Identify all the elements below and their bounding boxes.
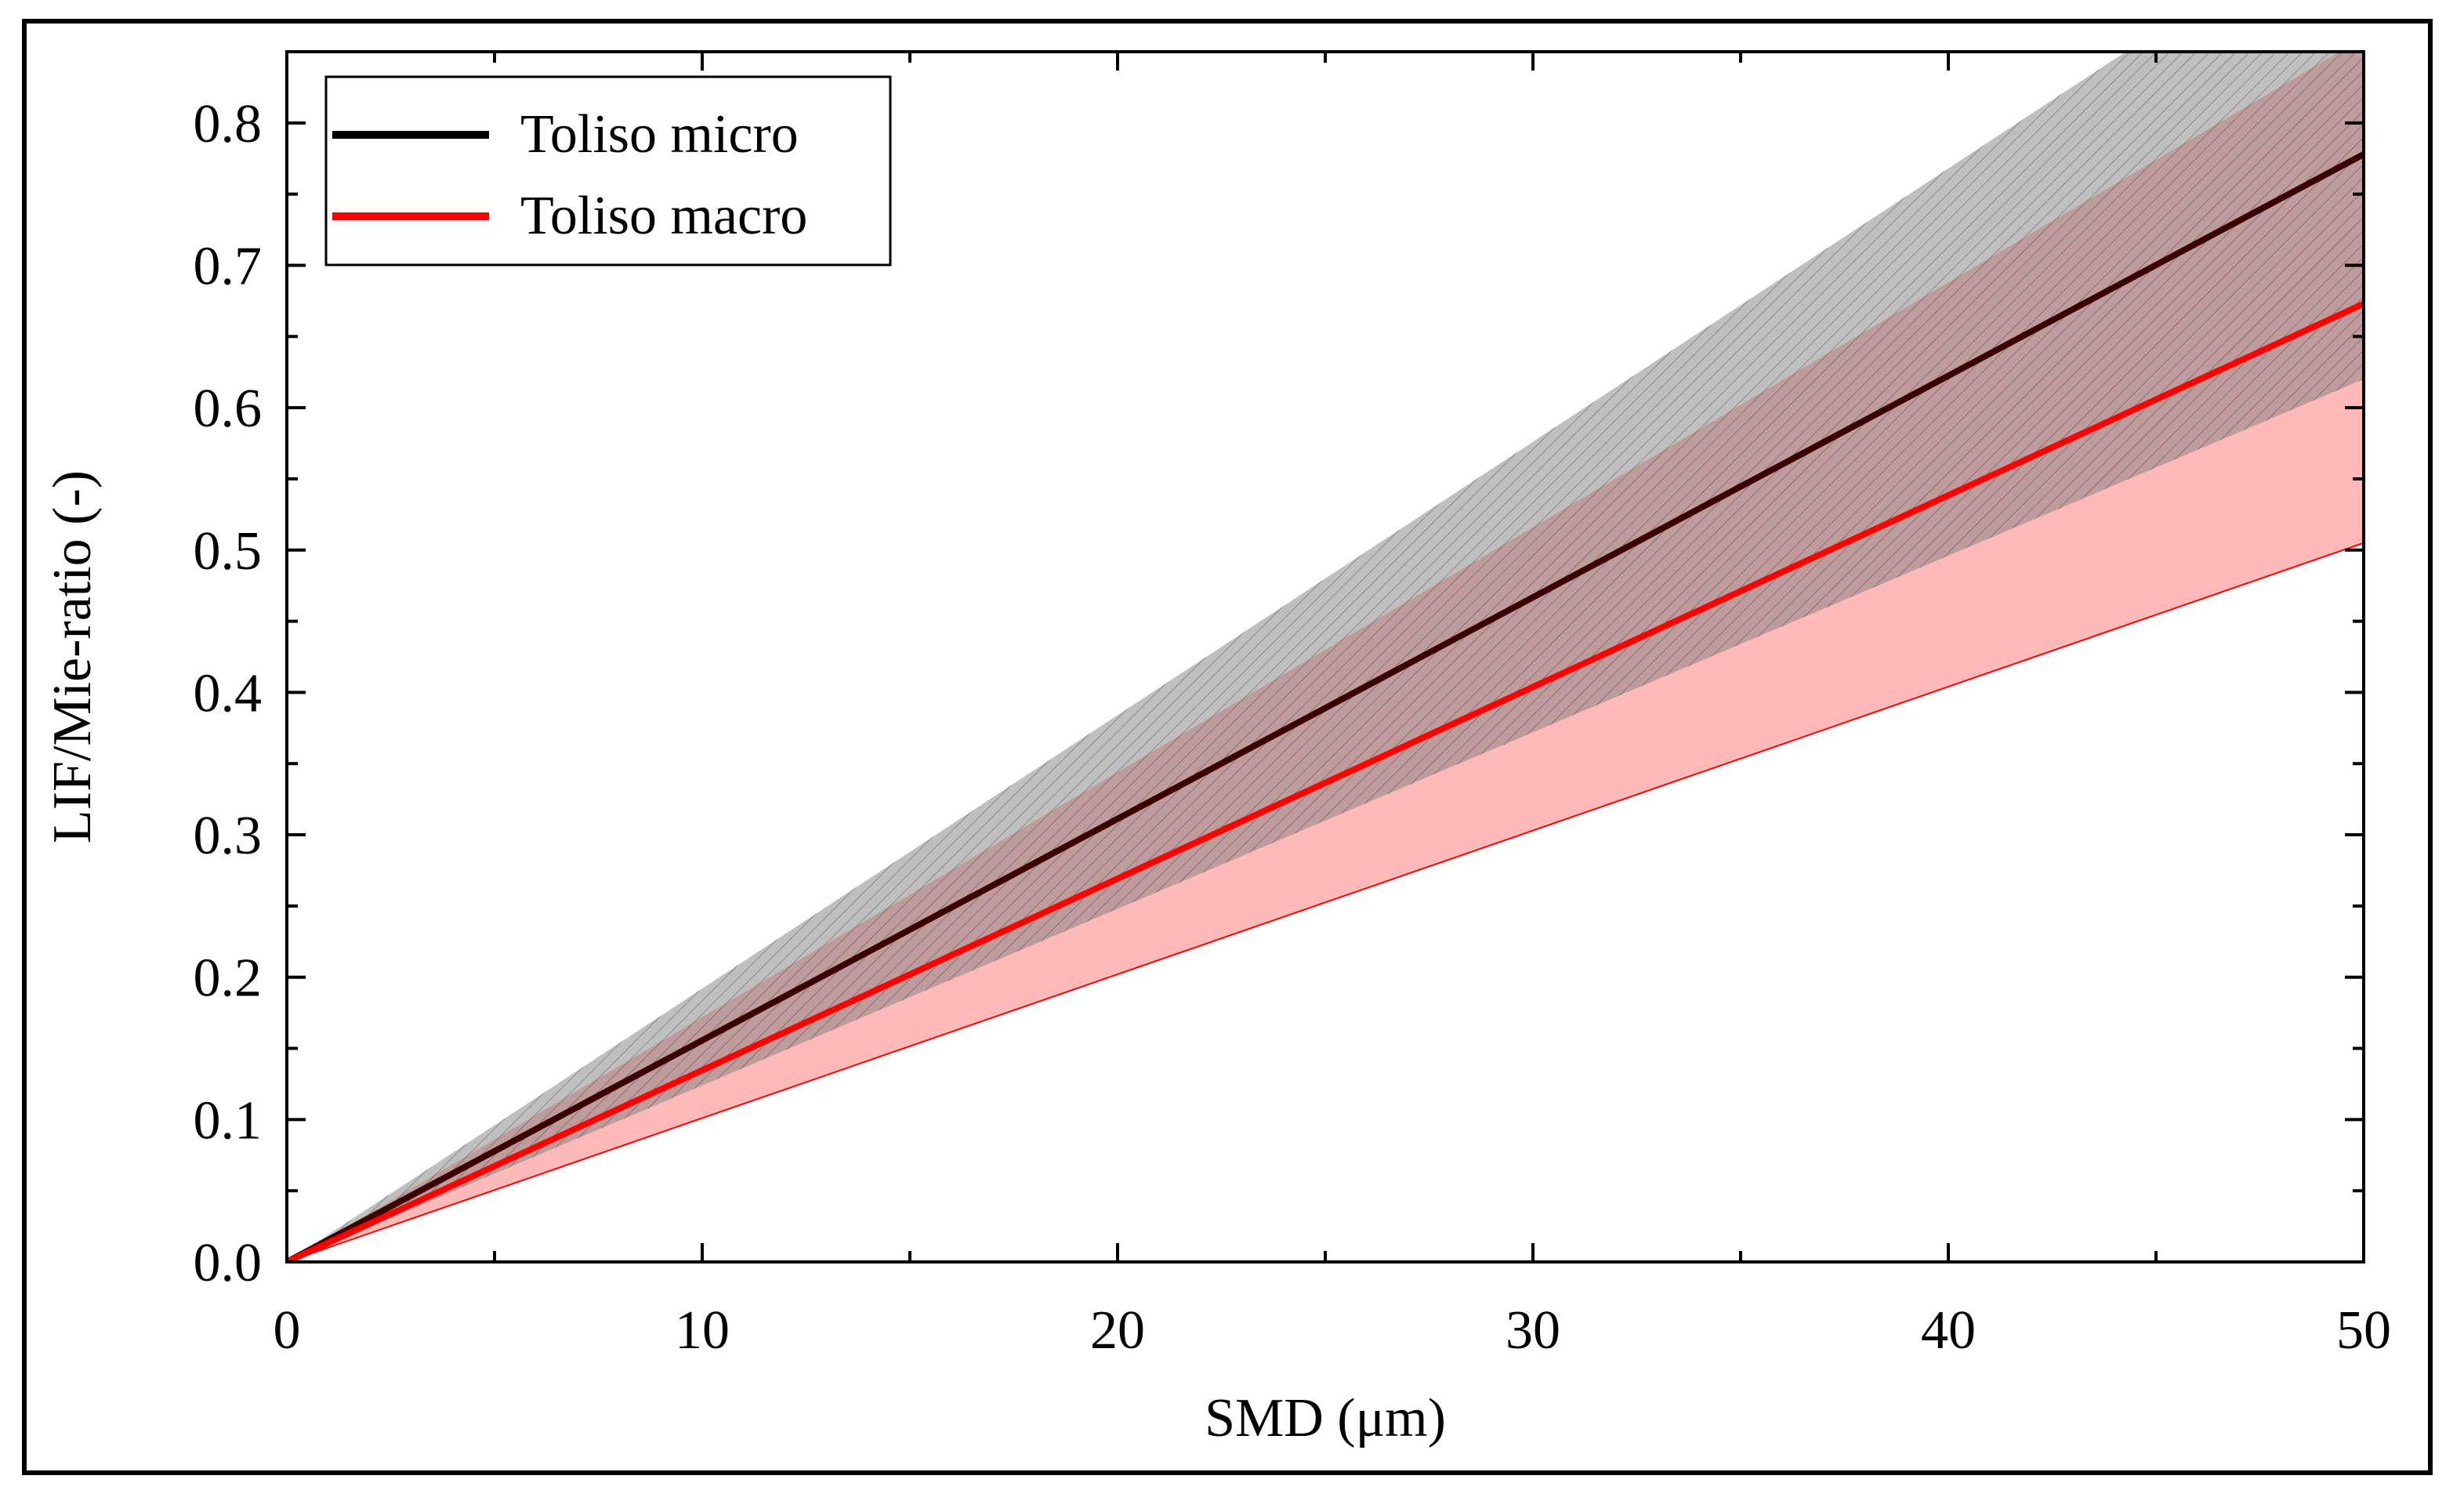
legend-label-toliso-micro: Toliso micro	[520, 104, 799, 165]
legend: Toliso micro Toliso macro	[324, 75, 892, 266]
y-tick-label: 0.3	[194, 806, 263, 866]
band-toliso-macro-lower-edge	[287, 542, 2364, 1262]
axis-ticks: 0 10 20 30 40 50 0.0 0.1 0.2 0.3 0.4 0.5 0.6 0.7 0.8	[194, 52, 2391, 1361]
x-tick-label: 20	[1090, 1300, 1145, 1361]
band-toliso-micro-hatch	[287, 52, 2364, 1262]
legend-label-toliso-macro: Toliso macro	[520, 186, 807, 246]
y-tick-label: 0.4	[194, 663, 263, 723]
y-axis-title: LIF/Mie-ratio (-)	[42, 470, 103, 843]
y-tick-label: 0.2	[194, 948, 263, 1009]
y-tick-label: 0.5	[194, 521, 263, 582]
y-tick-label: 0.6	[194, 379, 263, 439]
series-line-toliso-micro	[287, 151, 2364, 1262]
y-tick-label: 0.1	[194, 1090, 263, 1151]
y-tick-label: 0.0	[194, 1233, 263, 1293]
x-tick-label: 40	[1921, 1300, 1976, 1361]
x-tick-label: 30	[1506, 1300, 1560, 1361]
x-axis-title: SMD (μm)	[1205, 1388, 1446, 1448]
x-tick-label: 50	[2336, 1300, 2391, 1361]
y-tick-label: 0.8	[194, 94, 263, 154]
series-line-toliso-macro	[287, 300, 2364, 1262]
x-tick-label: 0	[274, 1300, 301, 1361]
y-tick-label: 0.7	[194, 236, 263, 296]
legend-box	[324, 75, 892, 266]
x-tick-label: 10	[675, 1300, 730, 1361]
